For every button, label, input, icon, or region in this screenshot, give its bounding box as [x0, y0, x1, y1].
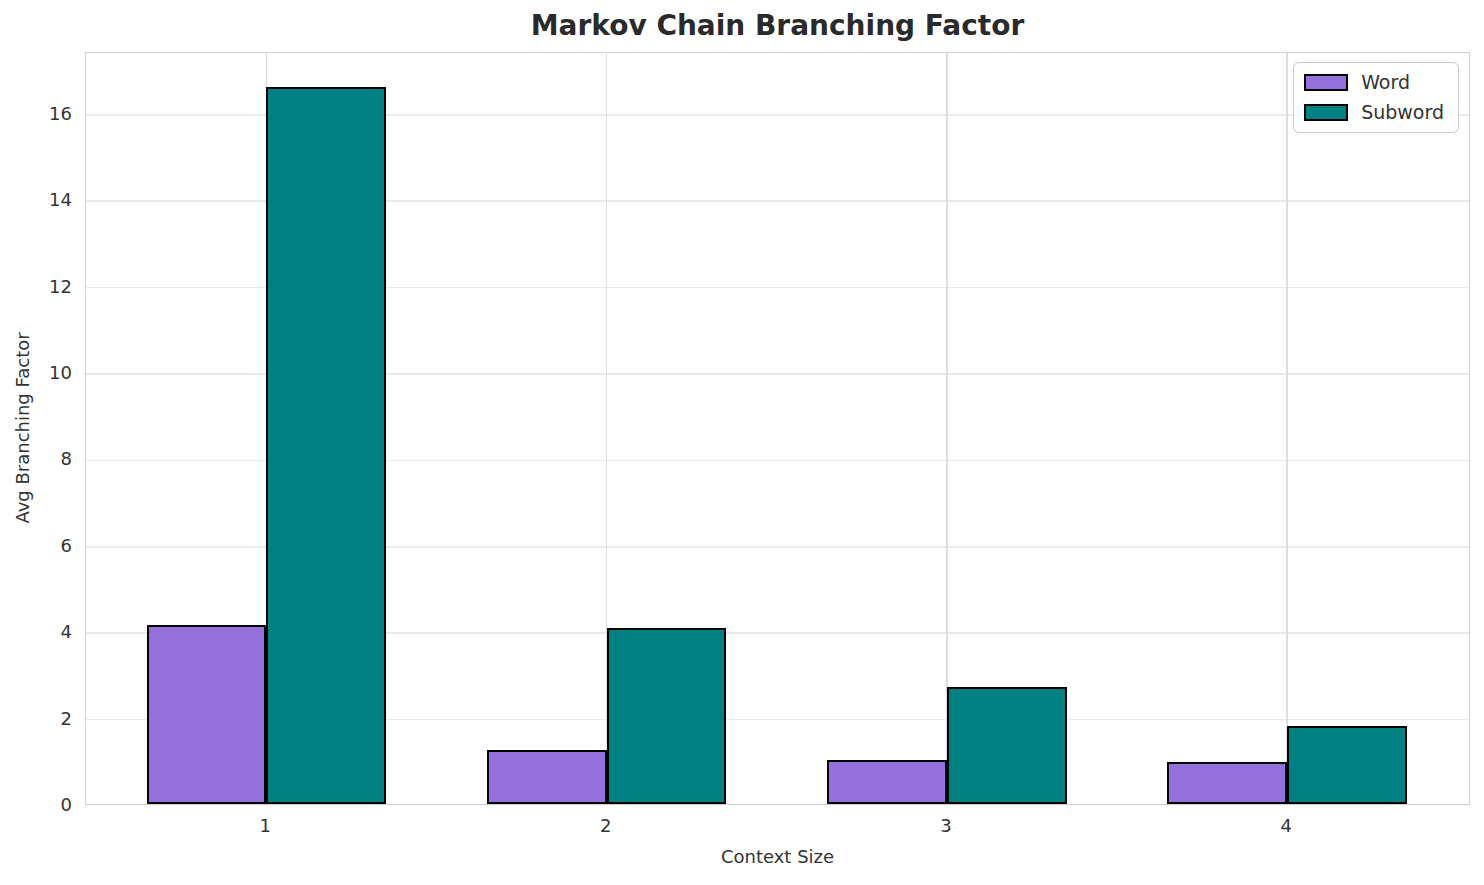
x-tick-label-2: 2 [600, 815, 611, 836]
y-tick-label-8: 8 [0, 447, 72, 471]
x-tick-label-1: 1 [260, 815, 271, 836]
legend-item-word: Word [1304, 71, 1444, 93]
y-tick-label-6: 6 [0, 534, 72, 558]
plot-area: Word Subword [85, 52, 1470, 805]
chart-title: Markov Chain Branching Factor [85, 9, 1470, 42]
bar-subword-context-4 [1287, 726, 1407, 804]
bar-word-context-1 [147, 625, 267, 804]
legend: Word Subword [1293, 62, 1459, 133]
bar-subword-context-1 [266, 87, 386, 804]
y-axis-ticks: 0246810121416 [0, 52, 72, 805]
bar-word-context-3 [827, 760, 947, 804]
y-tick-label-12: 12 [0, 275, 72, 299]
y-tick-label-14: 14 [0, 188, 72, 212]
x-axis-ticks: 1 2 3 4 [85, 807, 1470, 837]
x-tick-label-3: 3 [940, 815, 951, 836]
legend-label-word: Word [1361, 71, 1410, 93]
y-tick-label-0: 0 [0, 793, 72, 817]
legend-swatch-word [1304, 74, 1348, 91]
x-tick-label-4: 4 [1281, 815, 1292, 836]
y-tick-label-2: 2 [0, 707, 72, 731]
legend-item-subword: Subword [1304, 101, 1444, 123]
y-tick-label-16: 16 [0, 102, 72, 126]
bar-word-context-2 [487, 750, 607, 804]
y-tick-label-10: 10 [0, 361, 72, 385]
legend-swatch-subword [1304, 104, 1348, 121]
x-axis-label: Context Size [85, 846, 1470, 867]
y-tick-label-4: 4 [0, 620, 72, 644]
legend-label-subword: Subword [1361, 101, 1444, 123]
gridline-v-4 [1286, 53, 1288, 804]
bar-subword-context-3 [947, 687, 1067, 804]
bar-word-context-4 [1167, 762, 1287, 804]
bar-subword-context-2 [607, 628, 727, 804]
